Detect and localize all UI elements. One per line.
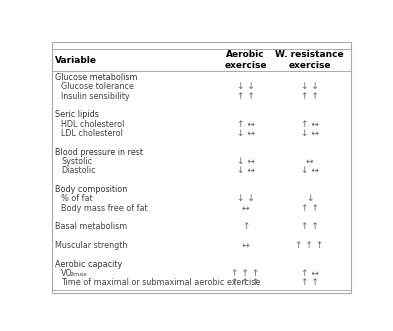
Text: Variable: Variable [55, 56, 97, 65]
Text: ↔: ↔ [242, 241, 249, 250]
Text: ↓ ↓: ↓ ↓ [237, 82, 255, 91]
Text: Aerobic
exercise: Aerobic exercise [224, 50, 267, 70]
Text: Time of maximal or submaximal aerobic exercise: Time of maximal or submaximal aerobic ex… [61, 278, 261, 287]
Text: Body composition: Body composition [55, 185, 127, 194]
Text: 2max: 2max [70, 272, 88, 277]
Text: ↓ ↔: ↓ ↔ [237, 157, 255, 166]
Text: Seric lipids: Seric lipids [55, 110, 99, 119]
Text: ↑ ↑: ↑ ↑ [301, 92, 318, 101]
Text: ↑ ↑: ↑ ↑ [301, 222, 318, 231]
Text: Systolic: Systolic [61, 157, 92, 166]
Text: HDL cholesterol: HDL cholesterol [61, 120, 125, 129]
Text: ↑ ↔: ↑ ↔ [237, 120, 255, 129]
Text: ↑: ↑ [242, 222, 249, 231]
Text: ↑ ↔: ↑ ↔ [301, 269, 318, 278]
Text: % of fat: % of fat [61, 194, 93, 203]
Text: ↓: ↓ [306, 194, 313, 203]
Text: Basal metabolism: Basal metabolism [55, 222, 127, 231]
FancyBboxPatch shape [51, 42, 351, 293]
Text: Insulin sensibility: Insulin sensibility [61, 92, 130, 101]
Text: ↑ ↑ ↑: ↑ ↑ ↑ [231, 278, 260, 287]
Text: ↑ ↑: ↑ ↑ [301, 278, 318, 287]
Text: ↓ ↓: ↓ ↓ [301, 82, 318, 91]
Text: ↓ ↔: ↓ ↔ [301, 166, 318, 175]
Text: ↑ ↑ ↑: ↑ ↑ ↑ [231, 269, 260, 278]
Text: W. resistance
exercise: W. resistance exercise [275, 50, 344, 70]
Text: Blood pressure in rest: Blood pressure in rest [55, 148, 143, 157]
Text: Body mass free of fat: Body mass free of fat [61, 204, 148, 213]
Text: ↑ ↑: ↑ ↑ [237, 92, 255, 101]
Text: ↓ ↓: ↓ ↓ [237, 194, 255, 203]
Text: ↑ ↑: ↑ ↑ [301, 204, 318, 213]
Text: ↑ ↔: ↑ ↔ [301, 120, 318, 129]
Text: ↓ ↔: ↓ ↔ [237, 129, 255, 138]
Text: LDL cholesterol: LDL cholesterol [61, 129, 123, 138]
Text: Diastolic: Diastolic [61, 166, 96, 175]
Text: VO: VO [61, 269, 73, 278]
Text: ↔: ↔ [306, 157, 313, 166]
Text: ↑ ↑ ↑: ↑ ↑ ↑ [296, 241, 324, 250]
Text: ↓ ↔: ↓ ↔ [301, 129, 318, 138]
Text: Glucose metabolism: Glucose metabolism [55, 73, 137, 82]
Text: ↓ ↔: ↓ ↔ [237, 166, 255, 175]
Text: Aerobic capacity: Aerobic capacity [55, 260, 122, 269]
Text: Muscular strength: Muscular strength [55, 241, 127, 250]
Text: Glucose tolerance: Glucose tolerance [61, 82, 134, 91]
Text: ↔: ↔ [242, 204, 249, 213]
